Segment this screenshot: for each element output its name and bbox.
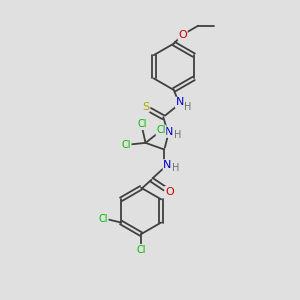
Text: S: S — [142, 102, 149, 112]
Text: Cl: Cl — [122, 140, 131, 150]
Text: O: O — [178, 30, 187, 40]
Text: Cl: Cl — [138, 119, 147, 129]
Text: Cl: Cl — [156, 125, 166, 135]
Text: N: N — [176, 98, 184, 107]
Text: N: N — [163, 160, 172, 170]
Text: N: N — [165, 127, 173, 137]
Text: Cl: Cl — [98, 214, 108, 224]
Text: Cl: Cl — [136, 244, 146, 255]
Text: H: H — [174, 130, 181, 140]
Text: O: O — [165, 187, 174, 196]
Text: H: H — [172, 164, 179, 173]
Text: H: H — [184, 102, 192, 112]
